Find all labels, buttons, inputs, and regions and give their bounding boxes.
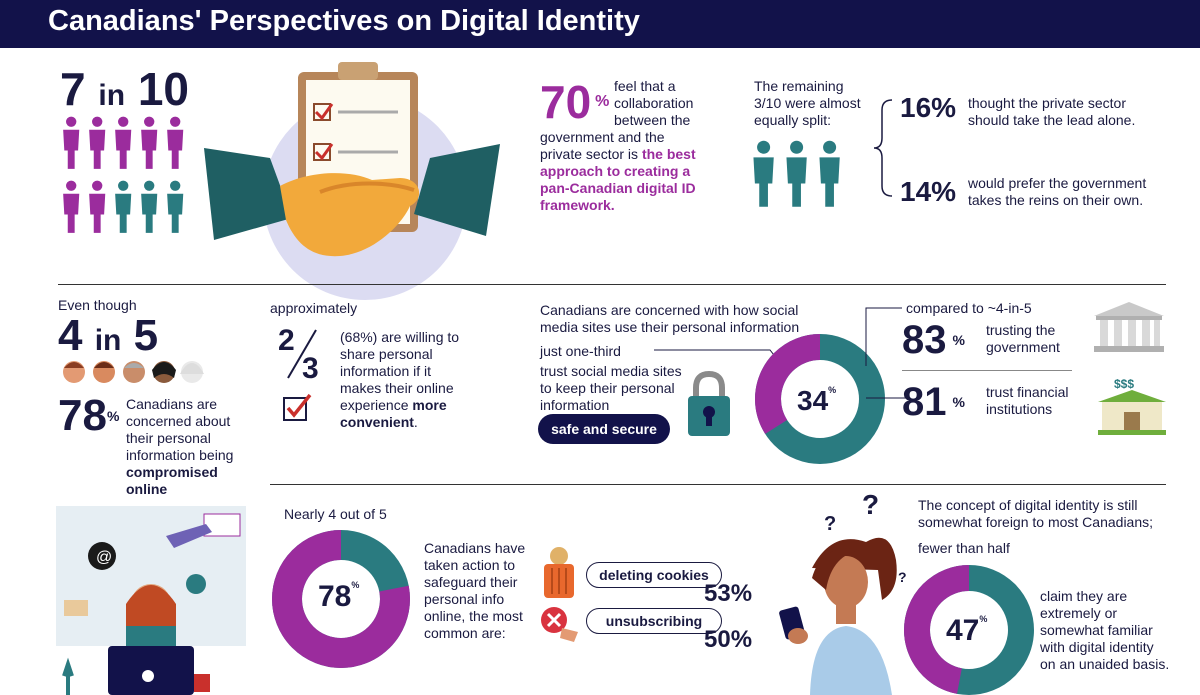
svg-text:@: @ xyxy=(96,549,112,566)
fewer-than-half-text: fewer than half xyxy=(918,540,1010,556)
donut-47 xyxy=(904,565,1034,695)
even-though-text: Even though xyxy=(58,297,137,313)
divider-1 xyxy=(58,284,1166,285)
stat-16: 16% xyxy=(900,92,957,123)
svg-text:?: ? xyxy=(824,513,836,535)
handshake-clipboard-icon xyxy=(204,62,500,300)
concept-text: The concept of digital identity is still… xyxy=(918,497,1154,530)
unsubscribing-label: unsubscribing xyxy=(586,608,722,634)
svg-text:2: 2 xyxy=(278,324,295,357)
person-icon xyxy=(63,116,80,169)
one-third-text: just one-third xyxy=(540,343,621,359)
people-grid-icon xyxy=(63,116,184,233)
claim-text: claim they are extremely or somewhat fam… xyxy=(1040,588,1170,672)
person-icon xyxy=(115,180,132,233)
person-icon xyxy=(141,116,158,169)
social-text: Canadians are concerned with how social … xyxy=(540,302,800,335)
stat-83-text: trusting the government xyxy=(986,322,1060,355)
stat-16-text: thought the private sector should take t… xyxy=(968,95,1136,128)
safe-and-secure-label: safe and secure xyxy=(538,414,670,444)
two-thirds-fraction: 2 3 xyxy=(278,324,319,385)
approx-text: approximately xyxy=(270,300,358,316)
person-icon xyxy=(819,140,840,207)
collab-text-bottom: government and the private sector is the… xyxy=(540,129,696,213)
compared-text: compared to ~4-in-5 xyxy=(906,300,1032,316)
nearly-text: Nearly 4 out of 5 xyxy=(284,506,387,522)
donut-47-value: 47% xyxy=(946,614,988,647)
person-icon xyxy=(115,116,132,169)
person-icon xyxy=(753,140,774,207)
deleting-cookies-value: 53% xyxy=(704,580,753,607)
woman-phone-illustration: ? ? ? xyxy=(779,489,907,695)
svg-text:?: ? xyxy=(862,489,879,520)
unsubscribe-x-icon xyxy=(541,607,578,642)
padlock-icon xyxy=(688,370,730,436)
header-bar xyxy=(0,0,1200,48)
share-text: (68%) are willing to share personal info… xyxy=(340,329,460,430)
person-icon xyxy=(167,180,184,233)
bank-building-icon: $$$ xyxy=(1098,377,1166,435)
ratio-7-in-10: 7 in 10 xyxy=(60,63,189,115)
unsubscribing-value: 50% xyxy=(704,626,753,653)
remaining-text: The remaining 3/10 were almost equally s… xyxy=(754,78,861,128)
concern-text: Canadians are concerned about their pers… xyxy=(126,396,234,497)
donut-34-segment xyxy=(755,334,885,464)
donut-78-value: 78% xyxy=(318,580,360,613)
person-icon xyxy=(141,180,158,233)
stat-70: 70% xyxy=(540,76,610,128)
action-text: Canadians have taken action to safeguard… xyxy=(424,540,526,641)
cookie-jar-icon xyxy=(544,547,574,598)
brace-icon xyxy=(873,99,893,197)
stat-81-text: trust financial institutions xyxy=(986,384,1069,417)
faces-icon xyxy=(63,361,204,383)
donut-78-segment xyxy=(272,530,410,668)
three-people-icon xyxy=(753,140,840,207)
donut-34 xyxy=(755,334,885,464)
stat-81: 81% xyxy=(902,380,965,424)
page-title: Canadians' Perspectives on Digital Ident… xyxy=(48,5,640,37)
trust-social-text: trust social media sites to keep their p… xyxy=(540,363,682,413)
donut-34-value: 34% xyxy=(797,385,837,416)
stat-14-text: would prefer the government takes the re… xyxy=(968,175,1147,208)
stat-14: 14% xyxy=(900,176,957,207)
svg-text:?: ? xyxy=(898,569,907,585)
person-icon xyxy=(89,180,106,233)
ratio-4-in-5: 4 in 5 xyxy=(58,311,159,360)
collab-text-top: feel that a collaboration between the xyxy=(614,78,694,128)
divider-gov-fin xyxy=(902,370,1072,371)
svg-text:3: 3 xyxy=(302,352,319,385)
woman-laptop-illustration: @ xyxy=(56,506,246,695)
divider-2 xyxy=(270,484,1166,485)
stat-78-concern: 78% xyxy=(58,391,120,440)
svg-text:$$$: $$$ xyxy=(1114,377,1134,391)
donut-78 xyxy=(272,530,410,668)
compared-connector-line xyxy=(865,307,906,399)
person-icon xyxy=(167,116,184,169)
deleting-cookies-label: deleting cookies xyxy=(586,562,722,588)
person-icon xyxy=(89,116,106,169)
person-icon xyxy=(786,140,807,207)
donut-47-segment xyxy=(904,565,1034,695)
government-building-icon xyxy=(1094,302,1164,352)
checkbox-icon xyxy=(283,393,312,421)
person-icon xyxy=(63,180,80,233)
stat-83: 83% xyxy=(902,318,965,362)
